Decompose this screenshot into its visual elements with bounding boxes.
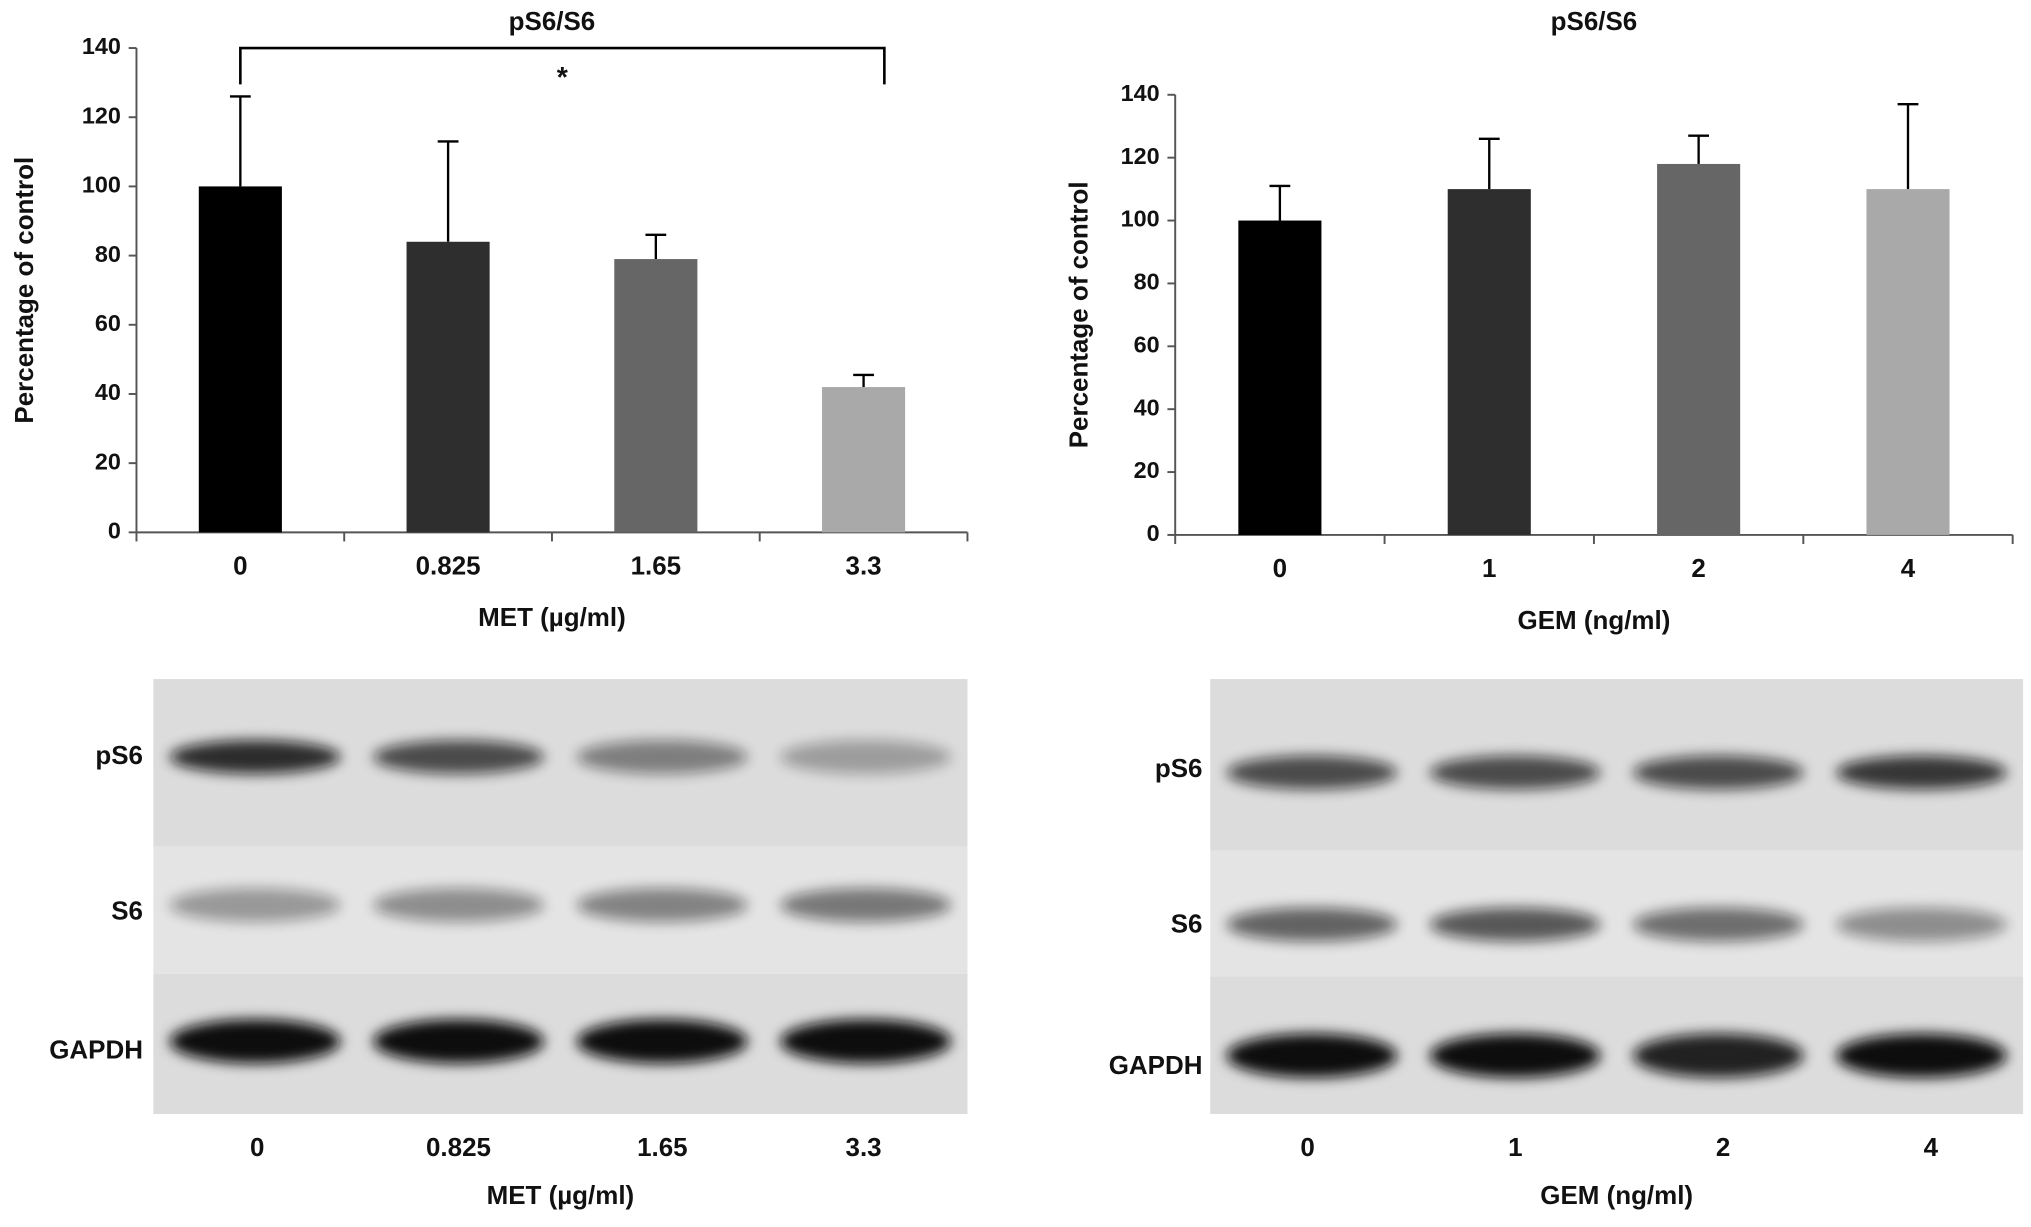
- blot-lane-label: 1.65: [637, 1132, 688, 1162]
- blot-band: [373, 1019, 545, 1064]
- blot-lane-label: 2: [1716, 1132, 1730, 1162]
- x-tick-label: 3.3: [846, 550, 882, 580]
- blot-lane-label: 0: [250, 1132, 264, 1162]
- y-tick-label: 0: [108, 518, 121, 544]
- blot-band: [1226, 755, 1398, 790]
- blot-band: [373, 740, 545, 774]
- blot-band: [1632, 1033, 1804, 1078]
- significance-marker: *: [557, 62, 569, 94]
- blot-band: [1226, 1033, 1398, 1078]
- y-axis-label: Percentage of control: [1063, 181, 1093, 448]
- blot-row-label: S6: [1171, 909, 1203, 939]
- blot-band: [576, 888, 748, 922]
- bar: [1657, 163, 1741, 535]
- blot-band: [169, 740, 341, 774]
- x-axis-label: MET (µg/ml): [478, 602, 626, 632]
- blot-band: [169, 1019, 341, 1064]
- blot-band: [1836, 755, 2007, 790]
- blot-row-label: GAPDH: [49, 1035, 143, 1065]
- y-tick-label: 120: [82, 102, 121, 128]
- x-tick-label: 4: [1901, 553, 1916, 583]
- y-tick-label: 80: [95, 241, 121, 267]
- chart-title: pS6/S6: [509, 6, 596, 36]
- y-tick-label: 60: [1134, 331, 1160, 357]
- blot-band: [169, 888, 341, 922]
- blot-band: [576, 1019, 748, 1064]
- bar: [1447, 189, 1531, 535]
- blot-band: [1429, 755, 1601, 790]
- blot-band: [1632, 755, 1804, 790]
- blot-band: [780, 740, 952, 774]
- blot: [153, 679, 968, 1115]
- blot-row-label: GAPDH: [1109, 1050, 1203, 1080]
- blot-row-label: S6: [111, 896, 143, 926]
- blot-lane-label: 0: [1300, 1132, 1314, 1162]
- blot-x-label: GEM (ng/ml): [1540, 1180, 1693, 1210]
- x-tick-label: 0.825: [416, 550, 481, 580]
- x-tick-label: 0: [233, 550, 247, 580]
- blot-row-label: pS6: [95, 740, 143, 770]
- y-tick-label: 100: [1121, 206, 1160, 232]
- x-tick-label: 2: [1691, 553, 1705, 583]
- blot-band: [1836, 907, 2007, 942]
- blot-band: [1836, 1033, 2007, 1078]
- y-axis-label: Percentage of control: [9, 157, 39, 424]
- blot-lane-label: 1: [1508, 1132, 1522, 1162]
- bar: [1238, 220, 1322, 535]
- blot-band: [576, 740, 748, 774]
- blot-x-label: MET (µg/ml): [487, 1180, 635, 1210]
- blot: [1210, 679, 2024, 1115]
- y-tick-label: 100: [82, 172, 121, 198]
- bar: [406, 241, 490, 533]
- bar: [198, 186, 282, 533]
- blot-lane-label: 0.825: [426, 1132, 491, 1162]
- y-tick-label: 40: [95, 379, 121, 405]
- bar: [1866, 189, 1950, 535]
- y-tick-label: 0: [1147, 520, 1160, 546]
- blot-lane-label: 3.3: [846, 1132, 882, 1162]
- y-tick-label: 140: [1121, 80, 1160, 106]
- y-tick-label: 140: [82, 33, 121, 59]
- significance-bracket: [239, 46, 886, 85]
- blot-band: [780, 888, 952, 922]
- blot-band: [1429, 1033, 1601, 1078]
- chart-title: pS6/S6: [1551, 6, 1638, 36]
- blot-band: [373, 888, 545, 922]
- y-tick-label: 20: [95, 448, 121, 474]
- blot-band: [780, 1019, 952, 1064]
- blot-band: [1226, 907, 1398, 942]
- blot-band: [1632, 907, 1804, 942]
- bar: [822, 387, 906, 533]
- blot-band: [1429, 907, 1601, 942]
- y-tick-label: 80: [1134, 269, 1160, 295]
- x-tick-label: 1.65: [631, 550, 682, 580]
- x-tick-label: 1: [1482, 553, 1496, 583]
- blot-row-label: pS6: [1155, 753, 1203, 783]
- x-tick-label: 0: [1273, 553, 1287, 583]
- y-tick-label: 40: [1134, 394, 1160, 420]
- y-tick-label: 120: [1121, 143, 1160, 169]
- y-tick-label: 20: [1134, 457, 1160, 483]
- blot-lane-label: 4: [1924, 1132, 1939, 1162]
- x-axis-label: GEM (ng/ml): [1518, 605, 1671, 635]
- y-tick-label: 60: [95, 310, 121, 336]
- bar: [614, 259, 698, 533]
